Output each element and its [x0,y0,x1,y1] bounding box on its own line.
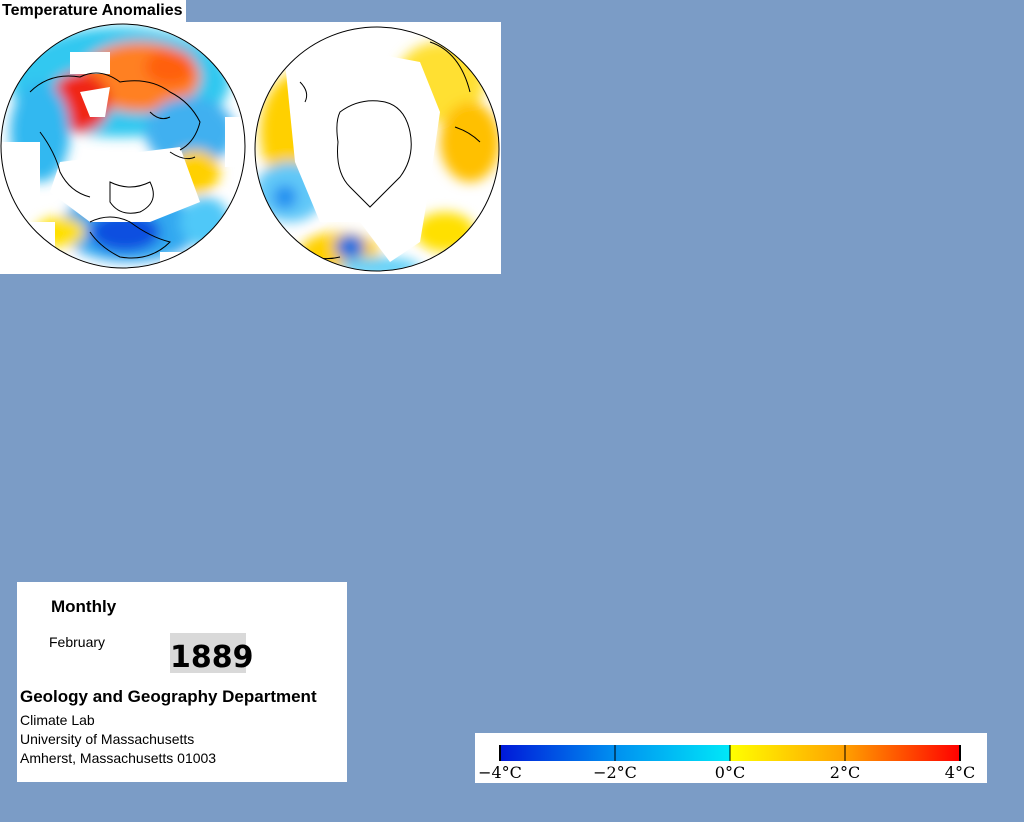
legend-tick-label: 0°C [715,763,745,782]
month-label: February [49,634,106,650]
page-title: Temperature Anomalies [0,0,186,22]
legend-tick-label: −2°C [593,763,637,782]
legend-tick-label: 2°C [830,763,860,782]
lab-label: Climate Lab [20,712,95,728]
year-display: 1889 [170,633,254,675]
department-label: Geology and Geography Department [20,687,317,706]
map-panel [0,22,501,274]
mode-label: Monthly [51,597,117,616]
info-panel: Monthly February 1889 Geology and Geogra… [17,582,347,782]
southern-hemisphere-map [254,26,500,272]
northern-hemisphere-map [0,23,246,269]
address-label: Amherst, Massachusetts 01003 [20,750,217,766]
university-label: University of Massachusetts [20,731,195,747]
legend-colorbar: −4°C −2°C 0°C 2°C 4°C [478,745,975,782]
legend-tick-label: −4°C [478,763,522,782]
hemisphere-maps [0,23,500,272]
color-legend: −4°C −2°C 0°C 2°C 4°C [475,733,987,783]
legend-tick-label: 4°C [945,763,975,782]
